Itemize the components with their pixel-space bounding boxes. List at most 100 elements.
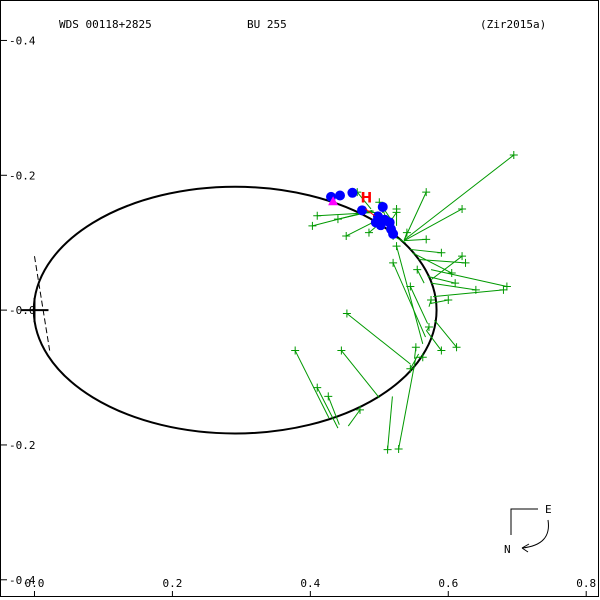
observation-point (458, 252, 467, 261)
residual-line (434, 319, 457, 348)
observation-point (452, 343, 461, 352)
primary-star-marker (20, 298, 49, 323)
residual-line (403, 154, 515, 241)
observation-point (422, 235, 431, 244)
residual-line (409, 353, 420, 370)
residual-line (427, 275, 456, 284)
y-tick-label: -0.2 (9, 439, 36, 452)
observation-point (356, 405, 364, 414)
residual-line (425, 330, 442, 351)
residual-line (340, 350, 380, 399)
highlighted-observation-point (379, 214, 390, 225)
observation-point (392, 242, 401, 251)
residual-line (430, 269, 508, 288)
highlighted-observation-point (357, 205, 368, 216)
compass-rotation-arrow (521, 519, 549, 549)
residual-line (430, 255, 463, 281)
residual-line (387, 396, 393, 450)
observation-point (422, 188, 431, 197)
hipparcos-pointer (365, 208, 375, 217)
observation-point (313, 211, 322, 220)
observation-point (458, 204, 467, 213)
y-tick-label: -0.2 (9, 169, 36, 182)
residual-line (317, 211, 376, 217)
highlighted-observation-point (335, 190, 345, 201)
observation-point (437, 346, 446, 355)
residual-line (294, 350, 330, 419)
residual-line (356, 191, 372, 210)
residual-line (398, 357, 417, 450)
hipparcos-label: H (360, 191, 372, 207)
observation-point (364, 228, 373, 237)
observation-point (509, 151, 518, 160)
highlighted-observation-point (347, 187, 358, 198)
observation-point (451, 279, 460, 288)
orbit-reference: (Zir2015a) (480, 18, 546, 31)
observation-point (424, 322, 433, 331)
observation-point (308, 221, 317, 230)
observation-point (333, 215, 342, 224)
discoverer-code: BU 255 (247, 18, 287, 31)
compass-arrowhead-icon (521, 543, 530, 553)
observation-point (502, 282, 511, 291)
compass-axes (510, 508, 538, 535)
x-tick-label: 0.6 (438, 577, 458, 590)
observation-point (499, 285, 508, 294)
hipparcos-marker-group: H (328, 191, 375, 217)
compass: E N (504, 503, 552, 556)
observation-point (291, 346, 300, 355)
observation-point (444, 296, 453, 304)
residual-line (327, 396, 340, 425)
x-tick-label: 0.2 (162, 577, 182, 590)
observation-point (447, 269, 456, 278)
line-of-nodes (33, 256, 51, 351)
residual-line (410, 248, 442, 254)
observation-point (394, 444, 403, 453)
observation-point (471, 285, 480, 294)
residual-line (396, 245, 424, 344)
residual-line (412, 252, 452, 274)
highlighted-observation-point (388, 228, 399, 239)
observation-point (427, 296, 436, 304)
observation-point (406, 282, 415, 291)
y-tick-label: -0.4 (9, 574, 36, 587)
compass-east-label: E (545, 503, 552, 516)
x-tick-label: 0.0 (25, 577, 45, 590)
observation-point (402, 228, 411, 237)
observation-point (324, 392, 333, 401)
current-position-marker (328, 196, 339, 206)
wds-designation: WDS 00118+2825 (59, 18, 152, 31)
observation-point (313, 383, 322, 392)
observation-point (461, 258, 470, 267)
y-tick-label: -0.4 (9, 34, 36, 47)
observation-point (406, 364, 415, 373)
residual-line (430, 299, 449, 304)
observation-point (413, 265, 422, 274)
highlighted-observation-point (377, 201, 388, 212)
x-tick-label: 0.8 (576, 577, 596, 590)
residual-line (430, 282, 476, 291)
compass-north-label: N (504, 543, 511, 556)
observation-markers (291, 151, 518, 454)
observation-point (337, 346, 346, 355)
axis-ticks: 0.0 0.2 0.4 0.6 0.8-0.4-0.2-0.0-0.2-0.4 (1, 34, 596, 597)
observation-point (392, 208, 401, 217)
observation-point (383, 445, 392, 454)
residual-line (316, 387, 339, 429)
x-tick-label: 0.4 (300, 577, 320, 590)
observation-point (342, 309, 351, 318)
observation-point (411, 343, 420, 352)
residual-line (392, 262, 426, 338)
observation-point (342, 231, 351, 240)
residual-line (403, 191, 427, 241)
observation-point (437, 248, 446, 257)
residual-line (409, 286, 429, 324)
residual-line (403, 208, 463, 242)
residual-line (416, 269, 425, 284)
residual-line (346, 313, 411, 365)
residual-line (347, 409, 361, 427)
observation-point (389, 258, 398, 267)
highlighted-observations (326, 187, 399, 239)
